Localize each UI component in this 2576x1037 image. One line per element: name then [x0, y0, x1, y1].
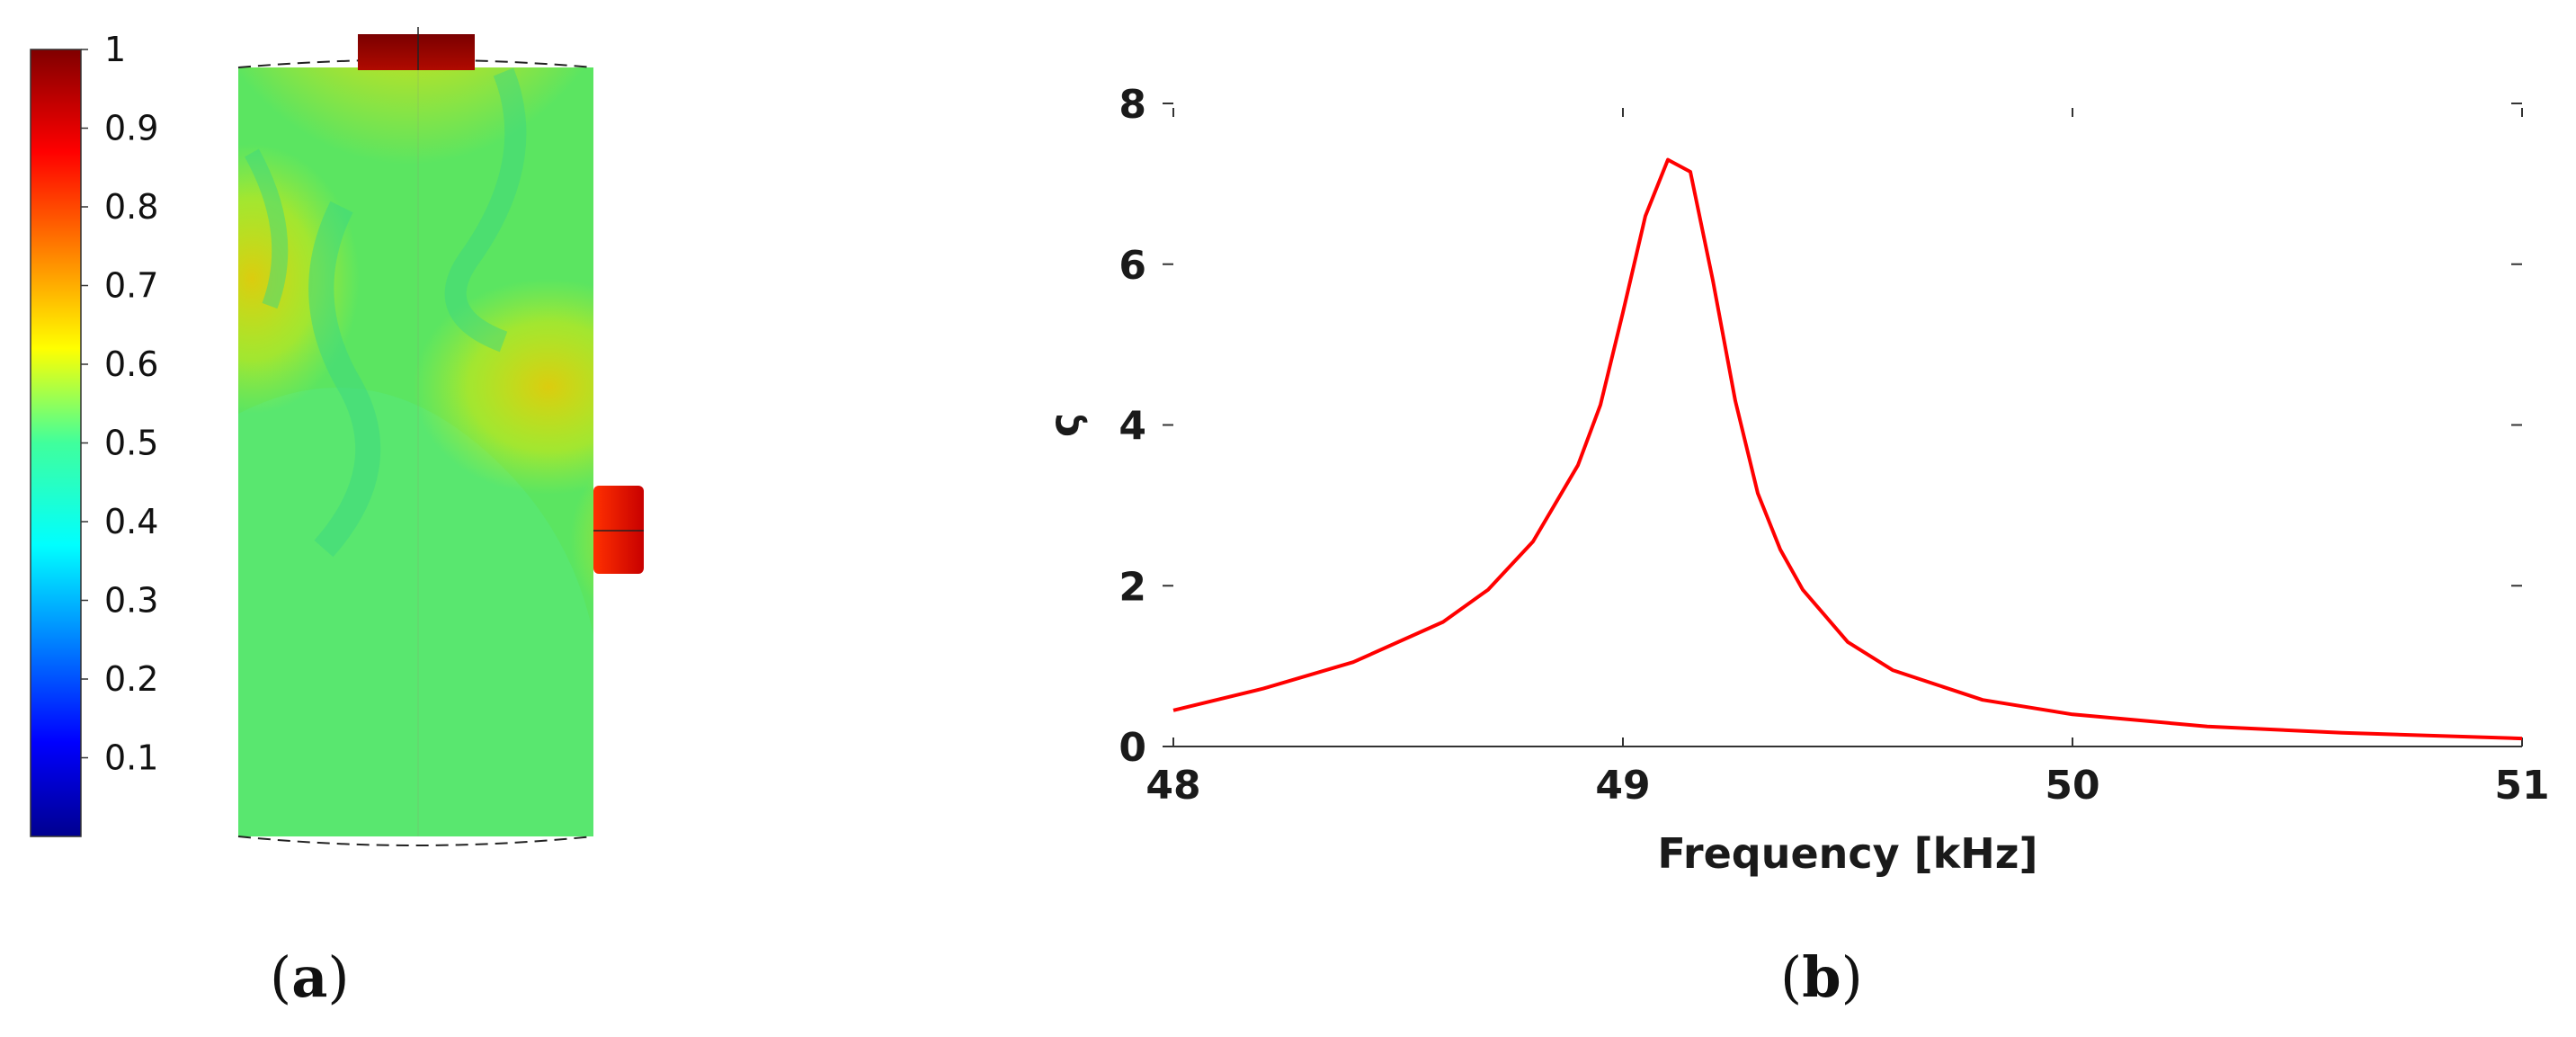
caption-a: (a) — [270, 944, 350, 1010]
panel-a: 0.1 0.2 0.3 0.4 0.5 0.6 0.7 0.8 0.9 1 — [0, 0, 899, 1037]
x-tick-label: 49 — [1595, 763, 1650, 809]
line-chart: 48 49 50 51 0 2 4 6 8 Frequency [kHz] ς — [1040, 82, 2550, 878]
x-tick-label: 48 — [1145, 763, 1200, 809]
series-line — [1172, 157, 2523, 741]
colorbar-tick-label: 1 — [104, 30, 126, 69]
y-axis-label: ς — [1040, 413, 1089, 437]
colorbar-tick-label: 0.3 — [104, 581, 158, 621]
colorbar-tick-label: 0.1 — [104, 738, 158, 778]
y-tick-label: 8 — [1119, 82, 1146, 128]
field-plot — [238, 67, 593, 836]
y-tick-label: 0 — [1119, 725, 1146, 771]
y-tick-label: 2 — [1119, 564, 1146, 610]
x-axis-label: Frequency [kHz] — [1657, 829, 2037, 878]
colorbar-tick-label: 0.6 — [104, 344, 158, 384]
panel-b: 48 49 50 51 0 2 4 6 8 Frequency [kHz] ς — [1034, 54, 2576, 917]
colorbar-tick-label: 0.2 — [104, 659, 158, 699]
colorbar-tick-label: 0.7 — [104, 266, 158, 306]
colorbar-tick-label: 0.8 — [104, 187, 158, 227]
caption-b: (b) — [1780, 944, 1863, 1010]
colorbar-tick-label: 0.4 — [104, 502, 158, 541]
colorbar — [30, 49, 82, 837]
colorbar-tick-label: 0.9 — [104, 109, 158, 148]
field-map-figure: 0.1 0.2 0.3 0.4 0.5 0.6 0.7 0.8 0.9 1 — [30, 27, 644, 846]
x-tick-label: 50 — [2045, 763, 2099, 809]
top-transducer — [358, 34, 475, 70]
y-tick-label: 6 — [1119, 243, 1146, 289]
side-transducer — [593, 486, 644, 574]
y-tick-label: 4 — [1119, 404, 1146, 450]
x-tick-label: 51 — [2494, 763, 2549, 809]
colorbar-tick-label: 0.5 — [104, 424, 158, 463]
